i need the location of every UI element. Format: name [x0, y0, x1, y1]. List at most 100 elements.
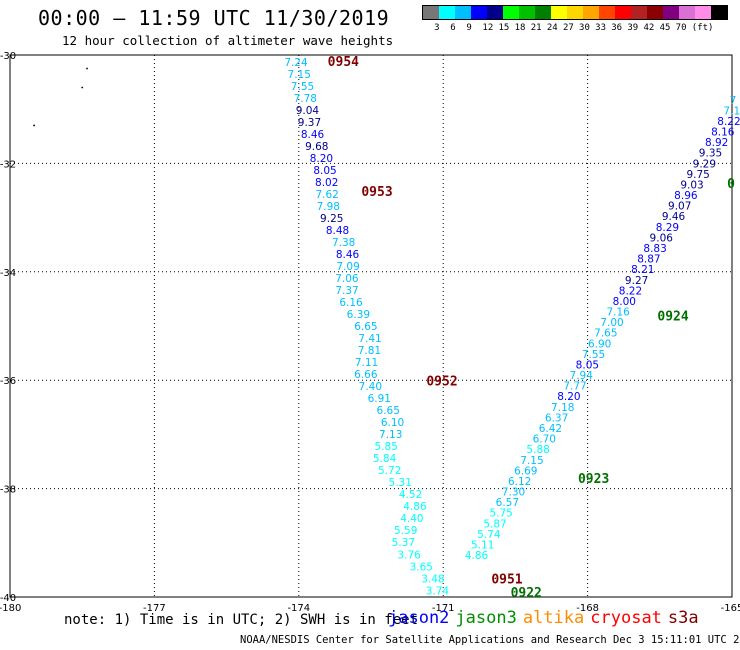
footer-text: NOAA/NESDIS Center for Satellite Applica… [240, 634, 740, 646]
colorbar-swatch [615, 6, 631, 19]
swh-value: 7.30 [502, 487, 525, 499]
swh-value: 6.16 [339, 297, 363, 309]
swh-value: 5.59 [394, 525, 417, 537]
swh-value: 8.48 [326, 225, 349, 237]
swh-value: 5.31 [389, 477, 412, 489]
colorbar [422, 5, 728, 20]
swh-value: 7.81 [358, 345, 381, 357]
colorbar-swatch [487, 6, 503, 19]
swh-value: 9.04 [296, 105, 320, 117]
y-tick-label: -38 [0, 485, 16, 496]
x-tick-label: -168 [576, 603, 599, 614]
chart-subtitle: 12 hour collection of altimeter wave hei… [62, 33, 394, 48]
pass-time-label: 0 [727, 177, 735, 192]
swh-value: 6.69 [514, 465, 537, 477]
pass-time-label: 0951 [491, 572, 522, 587]
swh-value: 9.75 [686, 169, 709, 181]
swh-value: 5.74 [477, 529, 501, 541]
swh-value: 7.13 [379, 429, 402, 441]
swh-value: 3.65 [410, 561, 433, 573]
pass-time-label: 0952 [426, 375, 457, 390]
pass-time-label: 0922 [511, 586, 542, 601]
swh-value: 7.16 [606, 307, 630, 319]
swh-value: 7.24 [284, 57, 308, 69]
swh-value: 7.55 [291, 81, 314, 93]
colorbar-swatch [583, 6, 599, 19]
x-tick-label: -174 [287, 603, 310, 614]
colorbar-label: 18 [514, 23, 526, 33]
colorbar-label: 33 [595, 23, 606, 33]
swh-value: 6.66 [354, 369, 378, 381]
colorbar-label: 36 [611, 23, 623, 33]
colorbar-swatch [423, 6, 439, 19]
swh-value: 8.20 [310, 153, 333, 165]
y-tick-label: -30 [0, 51, 16, 62]
swh-value: 9.46 [662, 211, 686, 223]
swh-value: 6.10 [381, 417, 404, 429]
colorbar-swatch [503, 6, 519, 19]
colorbar-swatch [711, 6, 727, 19]
legend-entry: jason2 [388, 608, 450, 628]
swh-value: 6.37 [545, 412, 568, 424]
swh-value: 7.06 [335, 273, 359, 285]
swh-value: 4.86 [403, 501, 427, 513]
colorbar-swatch [519, 6, 535, 19]
colorbar-label: 24 [546, 23, 558, 33]
swh-value: 7.09 [336, 261, 359, 273]
x-tick-label: -171 [432, 603, 455, 614]
colorbar-label: 21 [530, 23, 542, 33]
swh-value: 6.42 [539, 423, 562, 435]
colorbar-swatch [439, 6, 455, 19]
swh-value: 7.37 [335, 285, 358, 297]
swh-value: 8.87 [637, 254, 660, 266]
swh-value: 4.52 [399, 489, 422, 501]
swh-value: 3.48 [421, 573, 444, 585]
swh-value: 5.88 [526, 444, 549, 456]
swh-value: 7 [730, 95, 737, 107]
colorbar-swatch [647, 6, 663, 19]
swh-value: 8.05 [576, 359, 599, 371]
y-tick-label: -40 [0, 593, 16, 604]
swh-value: 7.41 [358, 333, 381, 345]
land-dot [33, 124, 35, 127]
swh-value: 6.12 [508, 476, 531, 488]
swh-value: 5.11 [471, 539, 494, 551]
colorbar-label: 30 [579, 23, 590, 33]
colorbar-label: 6 [450, 23, 456, 33]
swh-value: 7.94 [570, 370, 594, 382]
swh-value: 5.37 [392, 537, 415, 549]
swh-value: 7.98 [317, 201, 340, 213]
swh-value: 9.03 [680, 179, 703, 191]
chart-title: 00:00 — 11:59 UTC 11/30/2019 [38, 6, 390, 30]
swh-value: 6.70 [533, 434, 556, 446]
swh-value: 6.90 [588, 338, 611, 350]
swh-value: 6.65 [354, 321, 377, 333]
swh-value: 7.38 [332, 237, 355, 249]
pass-time-label: 0924 [657, 310, 688, 325]
swh-value: 8.22 [619, 285, 642, 297]
colorbar-label: 12 [482, 23, 494, 33]
swh-value: 7.1 [723, 105, 740, 117]
legend-entry: altika [522, 608, 585, 628]
x-tick-label: -180 [0, 603, 21, 614]
swh-value: 7.40 [359, 381, 382, 393]
colorbar-swatch [455, 6, 471, 19]
swh-value: 7.62 [315, 189, 338, 201]
colorbar-label: 39 [627, 23, 639, 33]
colorbar-label: 3 [434, 23, 440, 33]
colorbar-swatch [471, 6, 487, 19]
colorbar-label: 42 [643, 23, 655, 33]
swh-value: 8.05 [313, 165, 336, 177]
swh-value: 7.00 [600, 317, 623, 329]
swh-value: 9.35 [699, 148, 722, 160]
y-tick-label: -34 [0, 268, 16, 279]
swh-value: 5.72 [378, 465, 401, 477]
swh-value: 8.29 [656, 222, 679, 234]
swh-value: 5.84 [373, 453, 397, 465]
swh-value: 5.85 [374, 441, 397, 453]
swh-value: 9.27 [625, 275, 648, 287]
swh-value: 9.68 [305, 141, 328, 153]
swh-value: 9.06 [650, 232, 674, 244]
swh-value: 8.92 [705, 137, 728, 149]
